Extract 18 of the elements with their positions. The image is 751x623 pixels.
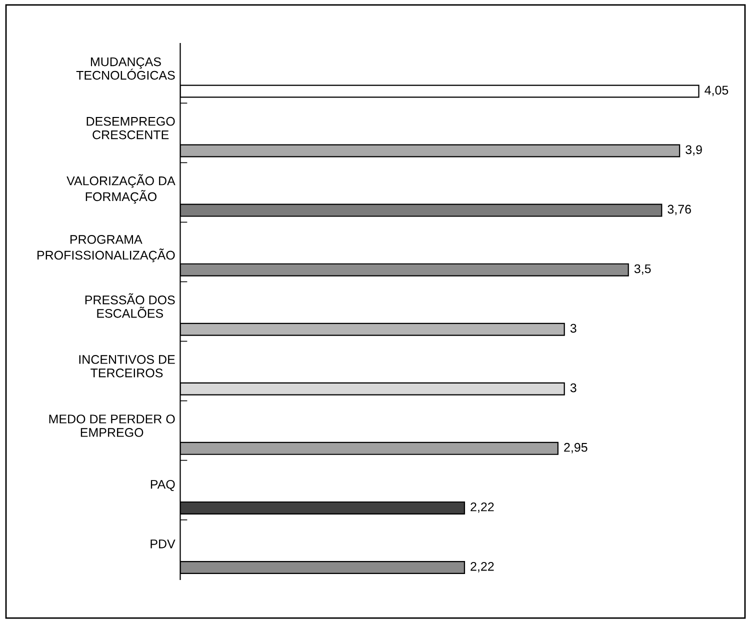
data-label: 2,22 bbox=[470, 562, 494, 572]
data-label: 3,5 bbox=[634, 264, 651, 275]
y-tick-label: INCENTIVOS DE TERCEIROS bbox=[79, 355, 175, 378]
y-tick-label: PROGRAMA PROFISSIONALIZAÇÃO bbox=[37, 235, 175, 262]
data-label: 3 bbox=[570, 324, 576, 333]
y-tick-label: MEDO DE PERDER O EMPREGO bbox=[49, 414, 175, 437]
data-label: 3 bbox=[570, 383, 576, 392]
y-tick-label: PRESSÃO DOS ESCALÕES bbox=[85, 293, 175, 318]
y-tick-label: VALORIZAÇÃO DA FORMAÇÃO bbox=[66, 174, 176, 204]
data-label: 3,9 bbox=[686, 145, 702, 156]
y-tick-label: MUDANÇAS TECNOLÓGICAS bbox=[76, 57, 175, 80]
y-tick-label: DESEMPREGO CRESCENTE bbox=[86, 116, 175, 140]
y-tick-label: PAQ bbox=[150, 480, 175, 492]
data-label: 4,05 bbox=[704, 86, 728, 96]
data-label: 2,22 bbox=[470, 502, 494, 513]
y-tick-label: PDV bbox=[150, 540, 176, 548]
data-label: 2,95 bbox=[564, 442, 588, 454]
data-label: 3,76 bbox=[668, 204, 691, 216]
